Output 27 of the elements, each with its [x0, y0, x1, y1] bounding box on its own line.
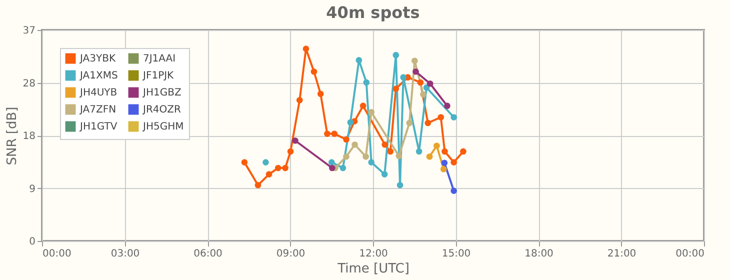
- legend-label: JR4OZR: [142, 104, 181, 116]
- y-tick-label: 28: [22, 78, 36, 90]
- x-tick-label: 12:00: [359, 248, 388, 260]
- legend-label: JH1GBZ: [142, 88, 182, 98]
- x-tick-label: 00:00: [42, 248, 72, 260]
- legend-label: JA7ZFN: [79, 104, 116, 116]
- legend-label: JH5GHM: [142, 122, 184, 132]
- x-tick-label: 00:00: [676, 248, 704, 260]
- x-tick-label: 21:00: [607, 248, 636, 260]
- y-tick-label: 0: [29, 236, 36, 248]
- x-axis-title: Time [UTC]: [336, 262, 410, 276]
- x-tick-label: 15:00: [442, 248, 471, 260]
- x-tick-label: 18:00: [524, 248, 554, 260]
- legend-label: JF1PJK: [142, 70, 174, 82]
- legend-label: 7J1AAI: [143, 54, 176, 65]
- legend-label: JH1GTV: [79, 122, 118, 132]
- x-tick-label: 06:00: [194, 248, 222, 260]
- x-tick-label: 03:00: [110, 248, 140, 260]
- y-tick-label: 9: [29, 184, 36, 195]
- legend-label: JA3YBK: [79, 54, 116, 65]
- y-tick-label: 37: [22, 26, 36, 36]
- chart-title: 40m spots: [326, 3, 420, 22]
- y-axis-title: SNR [dB]: [4, 106, 20, 166]
- legend-label: JH4UYB: [79, 88, 118, 98]
- y-tick-label: 18: [22, 131, 36, 142]
- legend-label: JA1XMS: [79, 70, 118, 82]
- x-tick-label: 09:00: [276, 248, 306, 260]
